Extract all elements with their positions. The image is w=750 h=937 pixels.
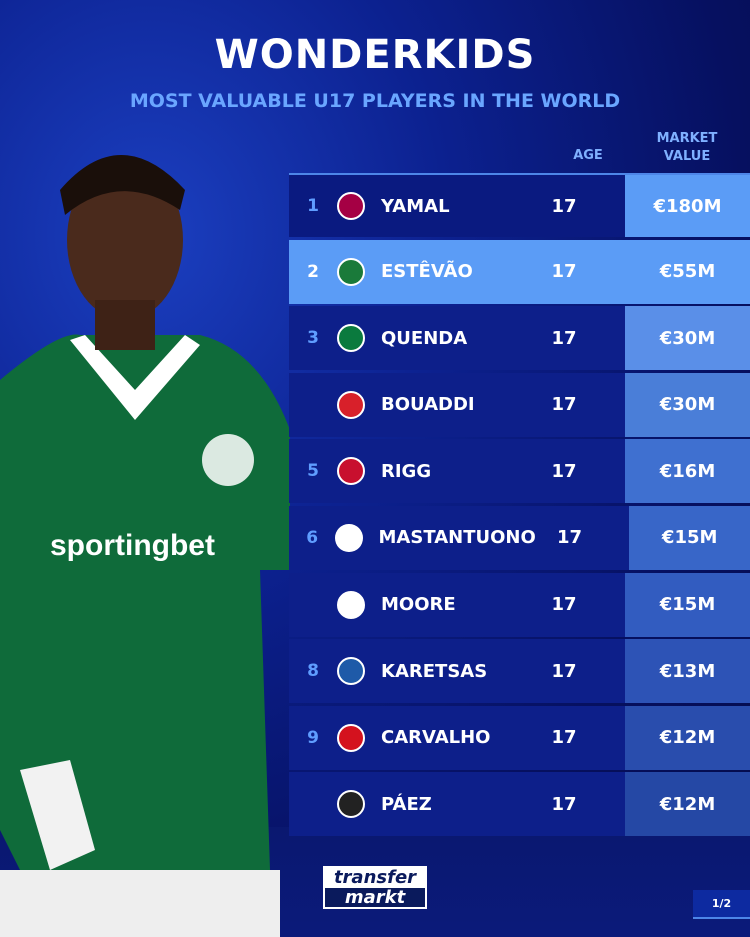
player-name: MASTANTUONO (378, 527, 536, 549)
player-age: 17 (551, 727, 577, 749)
page-subtitle: MOST VALUABLE U17 PLAYERS IN THE WORLD (129, 90, 621, 112)
internacional-crest-icon (337, 723, 365, 752)
palmeiras-crest-icon (337, 257, 365, 286)
player-name: QUENDA (381, 327, 468, 349)
player-name: BOUADDI (381, 394, 475, 416)
transfermarkt-logo: transfer markt (323, 866, 427, 909)
rank: 5 (307, 461, 319, 482)
market-value: €12M (625, 772, 750, 837)
table-row: MOORE 17 €15M (289, 572, 750, 637)
player-name: YAMAL (381, 195, 450, 217)
page-title: WONDERKIDS (214, 32, 536, 78)
player-name: RIGG (381, 460, 432, 482)
rankings-table: 1 YAMAL 17 €180M 2 ESTÊVÃO 17 €55M 3 QUEND… (289, 173, 750, 839)
player-age: 17 (551, 660, 577, 682)
player-age: 17 (551, 394, 577, 416)
sunderland-crest-icon (337, 457, 365, 486)
market-value: €16M (625, 439, 750, 504)
market-value: €12M (625, 705, 750, 770)
table-row: PÁEZ 17 €12M (289, 772, 750, 837)
table-row: 6 MASTANTUONO 17 €15M (289, 505, 750, 570)
genk-crest-icon (337, 657, 365, 686)
market-value: €13M (625, 639, 750, 704)
shirt-sponsor: sportingbet (50, 529, 215, 562)
player-name: PÁEZ (381, 793, 432, 815)
table-row: 3 QUENDA 17 €30M (289, 306, 750, 371)
rank: 3 (307, 328, 319, 349)
rank: 8 (307, 661, 319, 682)
rank: 9 (307, 727, 319, 748)
lille-crest-icon (337, 390, 365, 419)
table-row: 9 CARVALHO 17 €12M (289, 705, 750, 770)
table-row: 8 KARETSAS 17 €13M (289, 639, 750, 704)
market-value: €180M (625, 175, 750, 237)
player-name: ESTÊVÃO (381, 261, 473, 283)
player-age: 17 (551, 594, 577, 616)
player-age: 17 (551, 793, 577, 815)
market-value-header: MARKET VALUE (656, 131, 718, 164)
table-row: 2 ESTÊVÃO 17 €55M (289, 239, 750, 304)
market-value: €30M (625, 372, 750, 437)
logo-line2: markt (325, 888, 425, 907)
player-age: 17 (551, 460, 577, 482)
player-age: 17 (557, 527, 583, 549)
table-row: 5 RIGG 17 €16M (289, 439, 750, 504)
player-name: MOORE (381, 594, 456, 616)
player-name: CARVALHO (381, 727, 491, 749)
market-value: €15M (629, 505, 750, 570)
player-name: KARETSAS (381, 660, 488, 682)
sporting-crest-icon (337, 324, 365, 353)
player-age: 17 (551, 327, 577, 349)
player-age: 17 (551, 261, 577, 283)
barcelona-crest-icon (337, 192, 365, 220)
rank: 6 (306, 527, 319, 548)
logo-line1: transfer (333, 867, 417, 888)
table-row: 1 YAMAL 17 €180M (289, 173, 750, 237)
market-value: €30M (625, 306, 750, 371)
page-indicator: 1/2 (693, 890, 750, 919)
rank: 1 (307, 196, 319, 216)
age-header: AGE (573, 148, 603, 163)
player-age: 17 (551, 195, 577, 217)
player-photo: sportingbet (0, 155, 290, 937)
table-row: BOUADDI 17 €30M (289, 372, 750, 437)
tottenham-crest-icon (337, 590, 365, 619)
independiente-del-valle-crest-icon (337, 790, 365, 819)
market-value: €15M (625, 572, 750, 637)
rank: 2 (307, 261, 319, 282)
river-plate-crest-icon (335, 523, 363, 552)
market-value: €55M (625, 239, 750, 304)
